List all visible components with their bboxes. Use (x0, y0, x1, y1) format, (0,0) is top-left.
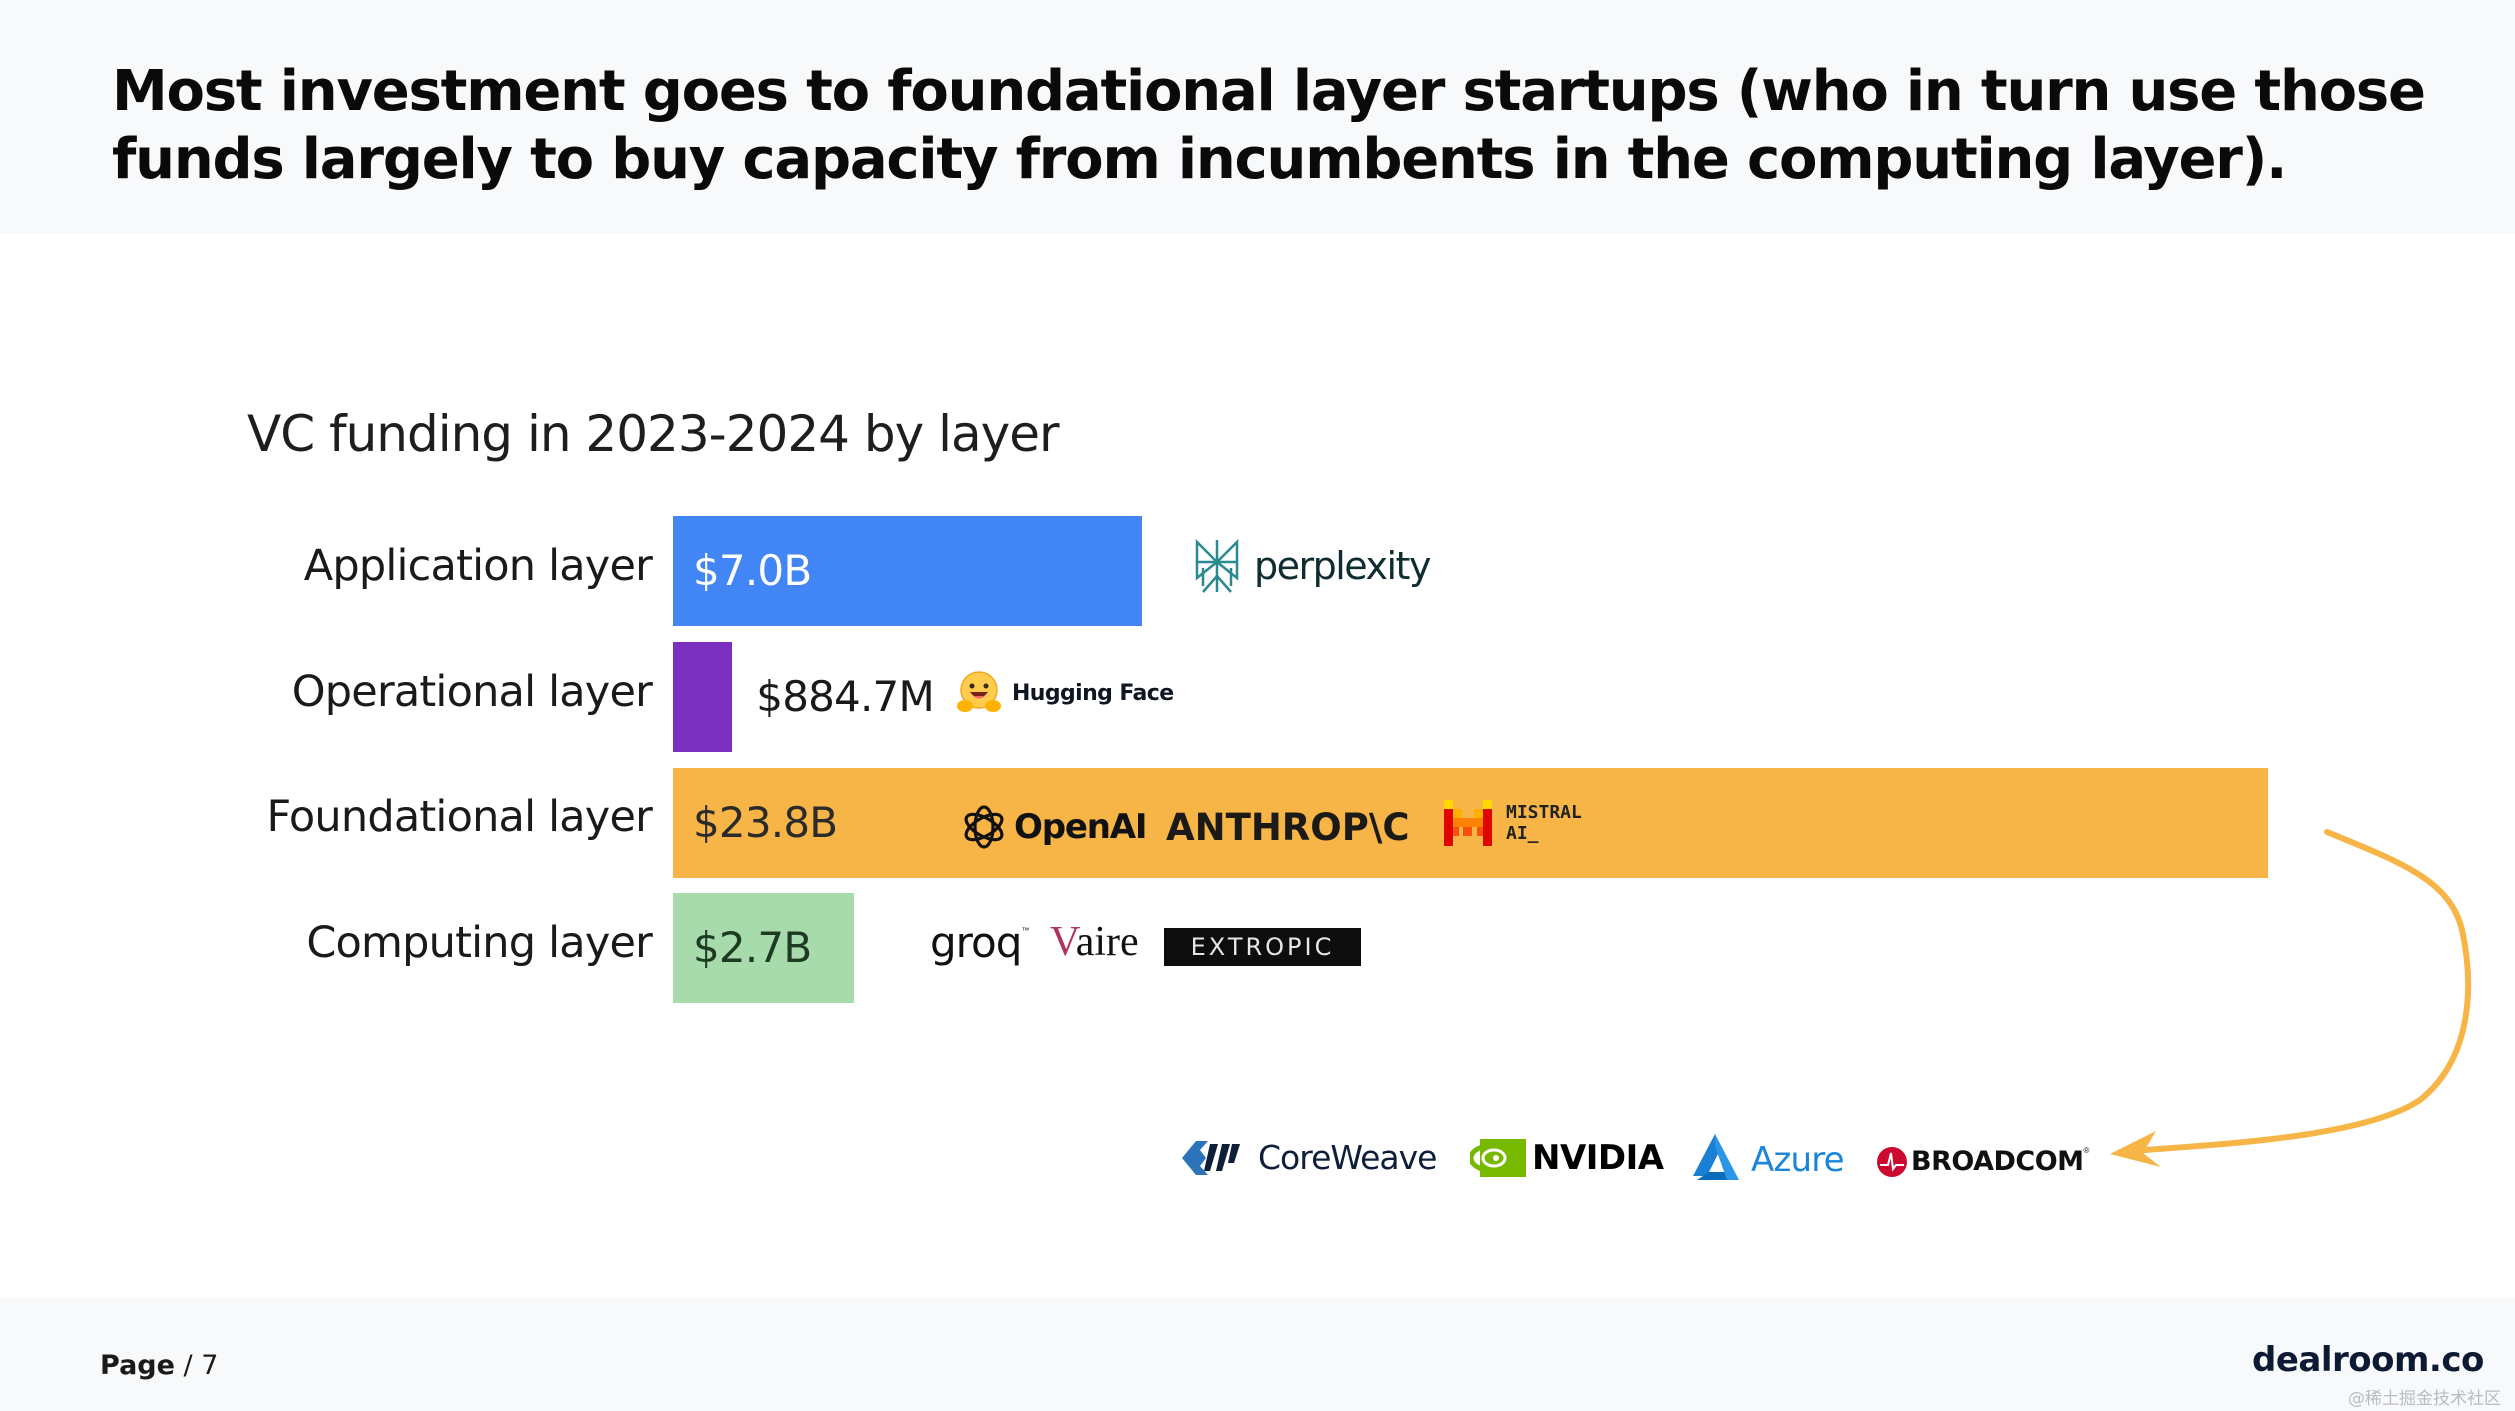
groq-wordmark: groq (930, 918, 1022, 967)
bar-operational (673, 642, 733, 752)
chart-title: VC funding in 2023-2024 by layer (247, 405, 1060, 463)
extropic-wordmark: EXTROPIC (1190, 933, 1335, 961)
coreweave-wordmark: CoreWeave (1258, 1138, 1437, 1177)
perplexity-wordmark: perplexity (1254, 544, 1431, 588)
logo-perplexity: perplexity (1194, 538, 1431, 594)
logo-hugging-face: Hugging Face (956, 670, 1174, 716)
vaire-wordmark: Vaire (1050, 919, 1139, 965)
footer-band (0, 1298, 2515, 1411)
data-label-computing: $2.7B (693, 923, 812, 972)
bar-computing (673, 893, 854, 1003)
logo-openai: OpenAI (960, 803, 1147, 851)
brand-logo-dealroom: dealroom.co (2252, 1340, 2484, 1380)
mistral-wordmark: MISTRAL AI_ (1506, 802, 1582, 844)
trademark-mark: ™ (1021, 926, 1030, 935)
broadcom-icon (1877, 1146, 1907, 1177)
broadcom-wordmark: BROADCOM (1911, 1146, 2084, 1177)
logo-extropic: EXTROPIC (1164, 928, 1361, 966)
logo-groq: groq ™ (930, 918, 1029, 967)
bar-application (673, 516, 1143, 626)
arrow-head (2110, 1131, 2161, 1167)
logo-coreweave: CoreWeave (1182, 1138, 1437, 1177)
data-label-operational: $884.7M (756, 672, 934, 721)
registered-mark: ® (2083, 1146, 2090, 1155)
coreweave-icon (1182, 1140, 1240, 1175)
data-label-application: $7.0B (693, 546, 812, 595)
azure-wordmark: Azure (1751, 1140, 1845, 1180)
mistral-icon (1444, 800, 1492, 846)
logo-vaire: Vaire (1050, 918, 1139, 966)
azure-icon (1693, 1134, 1739, 1180)
logo-mistral: MISTRAL AI_ (1444, 800, 1582, 846)
page-indicator: Page / 7 (100, 1350, 218, 1381)
openai-icon (964, 805, 1004, 849)
category-label-application: Application layer (303, 541, 653, 591)
logo-anthropic: ANTHROP\C (1166, 806, 1410, 849)
nvidia-wordmark: NVIDIA (1532, 1138, 1664, 1178)
anthropic-wordmark: ANTHROP\C (1166, 806, 1410, 849)
category-label-foundational: Foundational layer (266, 792, 653, 842)
arrow-curve (2117, 829, 2472, 1155)
page-number: 7 (201, 1350, 219, 1381)
nvidia-icon (1470, 1139, 1526, 1177)
logo-broadcom: BROADCOM ® (1877, 1146, 2089, 1177)
page-label: Page (100, 1350, 175, 1381)
openai-wordmark: OpenAI (1014, 807, 1147, 847)
category-label-computing: Computing layer (306, 918, 652, 968)
logo-nvidia: NVIDIA (1470, 1138, 1664, 1178)
hugging-face-wordmark: Hugging Face (1012, 680, 1174, 706)
watermark: @稀土掘金技术社区 (2348, 1389, 2501, 1409)
perplexity-icon (1195, 538, 1239, 593)
hugging-face-icon (957, 671, 1001, 712)
data-label-foundational: $23.8B (693, 798, 838, 847)
page-separator: / (174, 1350, 202, 1381)
slide-headline: Most investment goes to foundational lay… (112, 59, 2426, 192)
logo-azure: Azure (1693, 1134, 1845, 1180)
category-label-operational: Operational layer (291, 667, 653, 717)
header-band (0, 0, 2515, 233)
